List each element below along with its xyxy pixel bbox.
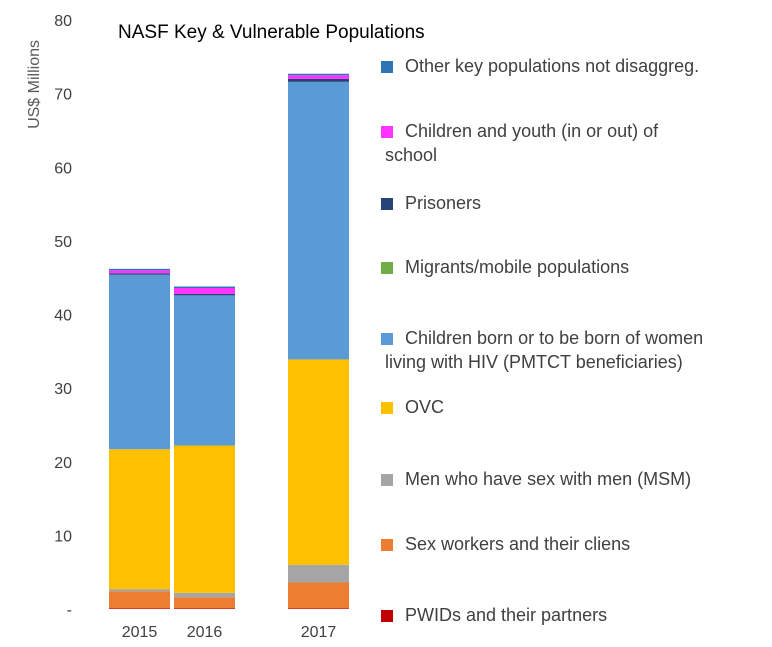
bar-segment bbox=[109, 608, 170, 609]
bar-segment bbox=[174, 597, 235, 609]
x-axis-ticks: 2015 2016 2017 bbox=[122, 624, 337, 641]
bar-segment bbox=[109, 268, 170, 271]
legend-swatch bbox=[381, 61, 393, 73]
legend-swatch bbox=[381, 402, 393, 414]
bar-segment bbox=[109, 591, 170, 609]
legend-swatch bbox=[381, 198, 393, 210]
legend-swatch bbox=[381, 610, 393, 622]
legend-label: Men who have sex with men (MSM) bbox=[405, 469, 691, 489]
legend-swatch bbox=[381, 539, 393, 551]
y-tick-label: 30 bbox=[54, 381, 72, 398]
chart-title: NASF Key & Vulnerable Populations bbox=[118, 22, 425, 43]
legend-label: OVC bbox=[405, 397, 444, 417]
x-tick-label: 2016 bbox=[187, 624, 223, 641]
bar-segment bbox=[288, 81, 349, 360]
y-tick-label: 20 bbox=[54, 455, 72, 472]
bar-segment bbox=[174, 592, 235, 598]
bar-segment bbox=[288, 582, 349, 609]
bar-segment bbox=[288, 359, 349, 565]
bar-segment bbox=[109, 449, 170, 590]
bar-segment bbox=[288, 564, 349, 583]
y-tick-label: 60 bbox=[54, 160, 72, 177]
y-tick-label: 80 bbox=[54, 13, 72, 30]
bar-segment bbox=[174, 286, 235, 288]
legend-label: Migrants/mobile populations bbox=[405, 257, 629, 277]
bar-segment bbox=[174, 287, 235, 294]
legend-label: Prisoners bbox=[405, 193, 481, 213]
bar-segment bbox=[288, 75, 349, 79]
y-tick-label: 10 bbox=[54, 528, 72, 545]
legend-label: PWIDs and their partners bbox=[405, 605, 607, 625]
bar-segment bbox=[174, 293, 235, 296]
y-tick-label: 40 bbox=[54, 308, 72, 325]
bars bbox=[109, 73, 349, 609]
bar-segment bbox=[109, 274, 170, 450]
bar-segment bbox=[109, 273, 170, 275]
y-axis-ticks: - 10 20 30 40 50 60 70 80 bbox=[54, 13, 72, 619]
y-tick-label: 50 bbox=[54, 234, 72, 251]
legend-label: school bbox=[385, 145, 437, 165]
bar-segment bbox=[288, 608, 349, 609]
x-tick-label: 2015 bbox=[122, 624, 158, 641]
legend-swatch bbox=[381, 262, 393, 274]
bar-segment bbox=[288, 73, 349, 76]
legend-label: Sex workers and their cliens bbox=[405, 534, 630, 554]
legend-swatch bbox=[381, 126, 393, 138]
bar-segment bbox=[109, 270, 170, 274]
y-tick-label: - bbox=[67, 602, 72, 619]
legend-label: Children born or to be born of women bbox=[405, 328, 703, 348]
bar-segment bbox=[174, 608, 235, 609]
y-tick-label: 70 bbox=[54, 87, 72, 104]
bar-segment bbox=[174, 445, 235, 593]
legend-label: Other key populations not disaggreg. bbox=[405, 56, 699, 76]
bar-segment bbox=[174, 295, 235, 446]
legend: Other key populations not disaggreg. Chil… bbox=[381, 56, 703, 625]
legend-label: living with HIV (PMTCT beneficiaries) bbox=[385, 352, 683, 372]
legend-swatch bbox=[381, 333, 393, 345]
bar-segment bbox=[288, 78, 349, 82]
y-axis-label: US$ Millions bbox=[26, 40, 43, 129]
bar-segment bbox=[109, 589, 170, 592]
legend-swatch bbox=[381, 474, 393, 486]
x-tick-label: 2017 bbox=[301, 624, 337, 641]
legend-label: Children and youth (in or out) of bbox=[405, 121, 659, 141]
